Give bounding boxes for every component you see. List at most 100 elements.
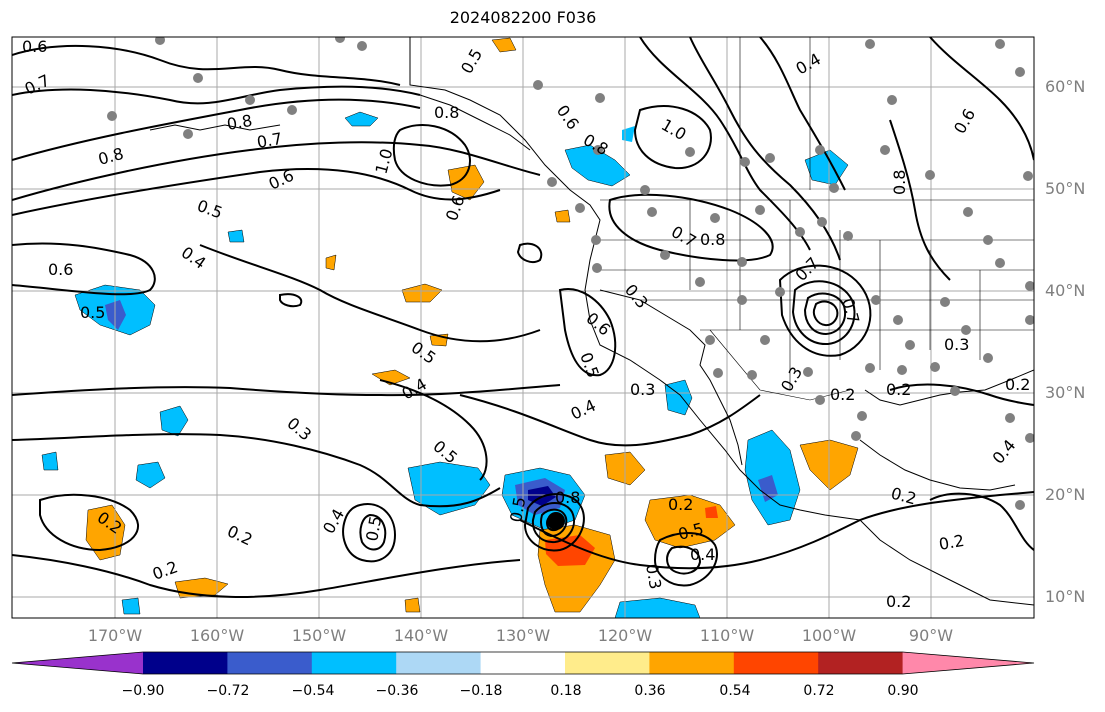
station-dot [865, 363, 875, 373]
station-dot [815, 395, 825, 405]
contour-label: 0.3 [642, 562, 665, 590]
red-shade-region [545, 535, 595, 566]
station-dot [995, 258, 1005, 268]
station-dot [817, 217, 827, 227]
station-dot [1025, 281, 1034, 291]
colorbar-tick-label: 0.18 [550, 683, 582, 699]
station-dot [747, 370, 757, 380]
station-dot [245, 95, 255, 105]
contour-label: 0.2 [886, 380, 911, 399]
station-dot [1025, 315, 1034, 325]
colorbar-extend-max [902, 652, 1034, 674]
contour-label: 0.3 [630, 380, 655, 399]
colorbar-extend-min [12, 652, 143, 674]
lon-label: 90°W [908, 626, 954, 645]
station-dot [660, 250, 670, 260]
station-dot [940, 297, 950, 307]
station-dot [865, 39, 875, 49]
contour-label: 0.8 [555, 488, 580, 507]
station-dot [925, 170, 935, 180]
contour-label: 0.2 [668, 495, 693, 514]
station-dot [713, 368, 723, 378]
orange-shade-region [404, 597, 421, 613]
lon-label: 170°W [87, 626, 143, 645]
colorbar-swatch [396, 652, 482, 674]
blue-shade-region [159, 405, 189, 437]
lon-label: 160°W [189, 626, 245, 645]
political-borders [600, 37, 1034, 401]
station-dot [647, 207, 657, 217]
station-dot [155, 37, 165, 45]
station-dot [533, 80, 543, 90]
station-dot [995, 39, 1005, 49]
contour-label: 0.8 [225, 111, 253, 134]
storm-center-marker [547, 512, 565, 530]
contour-label: 0.5 [80, 303, 105, 322]
red-shade-region [705, 506, 718, 518]
colorbar-swatch [227, 652, 313, 674]
station-dot [815, 145, 825, 155]
contour-label: 0.6 [48, 260, 73, 279]
lon-label: 110°W [699, 626, 755, 645]
station-dot [357, 41, 367, 51]
station-dot [950, 386, 960, 396]
station-dot [887, 95, 897, 105]
contour-label: 0.8 [890, 170, 909, 195]
colorbar-swatch [565, 652, 650, 674]
orange-shade-region [554, 209, 571, 223]
colorbar-tick-label: −0.54 [291, 683, 335, 699]
lat-label: 10°N [1045, 587, 1086, 606]
lat-label: 30°N [1045, 383, 1086, 402]
colorbar-tick-label: 0.90 [887, 683, 919, 699]
lon-label: 120°W [597, 626, 653, 645]
station-dot [335, 37, 345, 43]
station-dot [983, 353, 993, 363]
station-dot [893, 315, 903, 325]
station-dot [880, 145, 890, 155]
blue-shade-region [614, 597, 701, 618]
station-dot [107, 111, 117, 121]
contour-lines [12, 37, 1034, 598]
colorbar-tick-label: 0.36 [634, 683, 666, 699]
station-dot [695, 277, 705, 287]
station-dot [595, 93, 605, 103]
colorbar-tick-label: −0.72 [206, 683, 250, 699]
lon-label: 130°W [495, 626, 551, 645]
blue-shade-region [135, 461, 166, 489]
lat-label: 20°N [1045, 485, 1086, 504]
station-dot [737, 257, 747, 267]
station-dot [961, 325, 971, 335]
contour-label: 0.2 [830, 385, 855, 404]
contour-label: 0.5 [362, 514, 385, 542]
colorbar [11, 651, 1035, 675]
colorbar-tick-label: 0.54 [719, 683, 751, 699]
station-dot [851, 431, 861, 441]
station-dot [930, 362, 940, 372]
contour-label: 0.2 [886, 592, 911, 611]
station-dot [765, 153, 775, 163]
station-dot [740, 157, 750, 167]
station-dot [843, 231, 853, 241]
station-dot [591, 235, 601, 245]
station-dot [287, 105, 297, 115]
lat-label: 60°N [1045, 77, 1086, 96]
station-dot [592, 263, 602, 273]
station-dot [640, 185, 650, 195]
contour-label: 0.8 [700, 230, 725, 249]
station-dot [755, 205, 765, 215]
lon-label: 100°W [801, 626, 857, 645]
colorbar-tick-label: −0.90 [121, 683, 165, 699]
station-markers [107, 37, 1034, 510]
station-dot [1015, 500, 1025, 510]
station-dot [963, 207, 973, 217]
station-dot [795, 227, 805, 237]
contour-label: 0.6 [22, 37, 47, 56]
lat-label: 40°N [1045, 281, 1086, 300]
station-dot [897, 365, 907, 375]
lon-label: 150°W [291, 626, 347, 645]
station-dot [1023, 171, 1033, 181]
station-dot [829, 183, 839, 193]
colorbar-outline [11, 651, 1035, 675]
station-dot [710, 213, 720, 223]
